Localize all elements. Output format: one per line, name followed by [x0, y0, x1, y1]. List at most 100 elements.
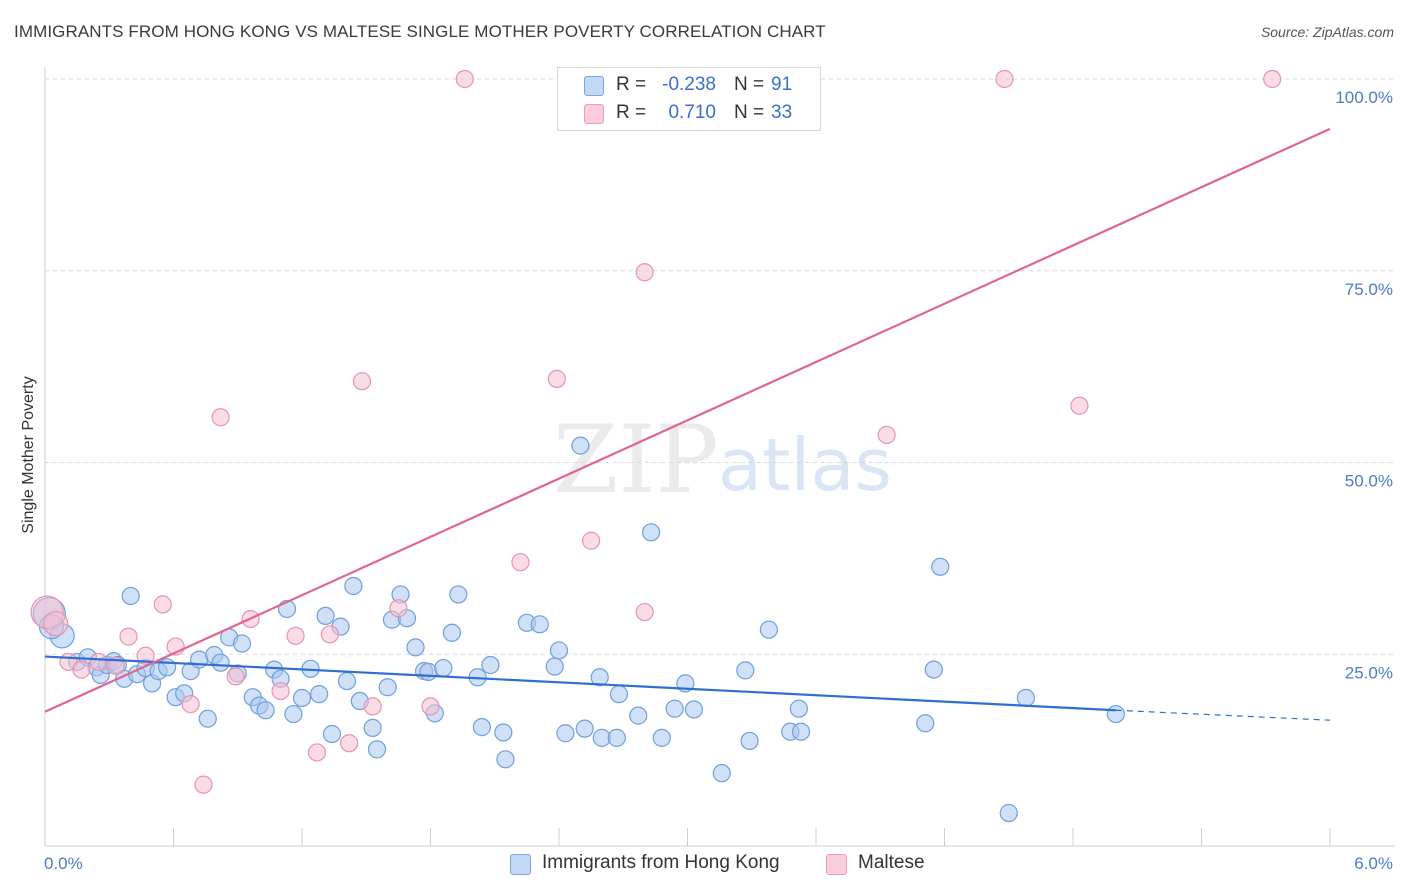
y-tick-labels: 25.0% 50.0% 75.0% 100.0%	[1335, 88, 1393, 682]
x-tick-label: 6.0%	[1354, 854, 1393, 873]
legend-r-label: R =	[616, 102, 647, 123]
point-hong-kong	[549, 641, 569, 660]
legend-n-value: 91	[771, 74, 793, 95]
point-hong-kong	[916, 714, 935, 733]
watermark-zip: ZIP	[553, 406, 719, 515]
point-hong-kong	[924, 660, 943, 679]
bottom-legend-label: Maltese	[858, 852, 925, 873]
point-maltese	[153, 595, 172, 614]
legend-r-value: -0.238	[662, 74, 716, 95]
point-maltese	[119, 627, 138, 646]
point-maltese	[352, 372, 372, 391]
point-hong-kong	[641, 523, 661, 542]
point-maltese	[421, 697, 440, 716]
point-maltese	[271, 681, 290, 701]
point-maltese	[995, 69, 1014, 89]
point-hong-kong	[378, 678, 397, 697]
point-maltese	[89, 652, 108, 672]
point-hong-kong	[1106, 704, 1125, 724]
chart-title: IMMIGRANTS FROM HONG KONG VS MALTESE SIN…	[14, 22, 826, 41]
legend-row-hong-kong: R = -0.238 N = 91	[558, 72, 820, 100]
legend-n-label: N =	[734, 102, 765, 123]
point-maltese	[1070, 396, 1089, 415]
point-hong-kong	[740, 731, 759, 751]
point-hong-kong	[652, 728, 671, 747]
point-hong-kong	[198, 709, 217, 728]
point-hong-kong	[419, 662, 438, 681]
point-hong-kong	[363, 718, 382, 737]
x-tick-labels: 0.0% 6.0%	[44, 854, 1393, 873]
point-hong-kong	[609, 685, 629, 704]
point-hong-kong	[406, 638, 425, 657]
trend-line-hong-kong	[44, 655, 1116, 712]
point-hong-kong	[494, 723, 513, 742]
trend-line-maltese	[44, 127, 1331, 713]
y-tick-label: 25.0%	[1345, 663, 1393, 682]
series-maltese	[30, 69, 1282, 794]
legend: R = -0.238 N = 91 R = 0.710 N = 33	[557, 67, 821, 131]
point-hong-kong	[211, 653, 230, 672]
point-hong-kong	[367, 740, 387, 759]
watermark-atlas: atlas	[718, 423, 892, 507]
point-hong-kong	[232, 634, 252, 653]
point-hong-kong	[496, 750, 515, 769]
point-maltese	[136, 646, 155, 665]
point-hong-kong	[449, 585, 468, 604]
x-tick-label: 0.0%	[44, 854, 83, 873]
point-maltese	[877, 425, 896, 444]
point-hong-kong	[789, 699, 808, 718]
trend-line-hong-kong-extension	[1115, 709, 1331, 721]
point-maltese	[635, 263, 654, 282]
point-hong-kong	[545, 657, 564, 676]
point-maltese	[320, 625, 339, 644]
point-maltese	[582, 531, 601, 550]
grid-lines	[45, 78, 1395, 655]
point-hong-kong	[344, 576, 363, 596]
point-hong-kong	[284, 704, 303, 724]
point-hong-kong	[556, 724, 575, 743]
point-hong-kong	[121, 586, 140, 606]
point-maltese	[547, 369, 566, 388]
y-tick-label: 75.0%	[1345, 280, 1393, 299]
bottom-legend-swatch-blue	[510, 854, 531, 875]
point-hong-kong	[759, 620, 778, 639]
point-hong-kong	[322, 724, 342, 744]
point-maltese	[635, 602, 654, 622]
trend-lines	[44, 127, 1331, 721]
point-maltese	[363, 697, 382, 716]
point-maltese	[181, 695, 200, 714]
point-maltese	[455, 69, 474, 89]
point-hong-kong	[931, 557, 950, 576]
bottom-legend-label: Immigrants from Hong Kong	[542, 852, 780, 873]
point-maltese	[43, 610, 69, 637]
point-hong-kong	[310, 685, 329, 704]
legend-swatch-blue	[584, 76, 604, 96]
point-hong-kong	[575, 719, 594, 738]
legend-r-value: 0.710	[668, 102, 716, 123]
point-maltese	[307, 743, 327, 762]
point-hong-kong	[292, 688, 312, 708]
y-axis-label: Single Mother Poverty	[20, 376, 37, 533]
point-hong-kong	[481, 655, 500, 675]
point-maltese	[286, 626, 305, 645]
point-hong-kong	[999, 803, 1018, 823]
point-hong-kong	[337, 671, 357, 691]
legend-r-label: R =	[616, 74, 647, 95]
legend-n-value: 33	[771, 102, 793, 123]
point-hong-kong	[607, 728, 626, 747]
source-label: Source: ZipAtlas.com	[1260, 24, 1394, 40]
point-hong-kong	[736, 661, 755, 680]
point-maltese	[511, 553, 530, 572]
watermark: ZIP atlas	[553, 406, 892, 515]
axes	[44, 67, 1395, 847]
point-maltese	[72, 660, 91, 679]
point-hong-kong	[684, 700, 704, 719]
point-maltese	[211, 408, 230, 427]
point-hong-kong	[629, 706, 648, 725]
point-hong-kong	[442, 623, 462, 642]
point-maltese	[226, 667, 245, 686]
point-hong-kong	[712, 764, 731, 783]
point-maltese	[106, 656, 125, 675]
point-hong-kong	[472, 718, 491, 737]
